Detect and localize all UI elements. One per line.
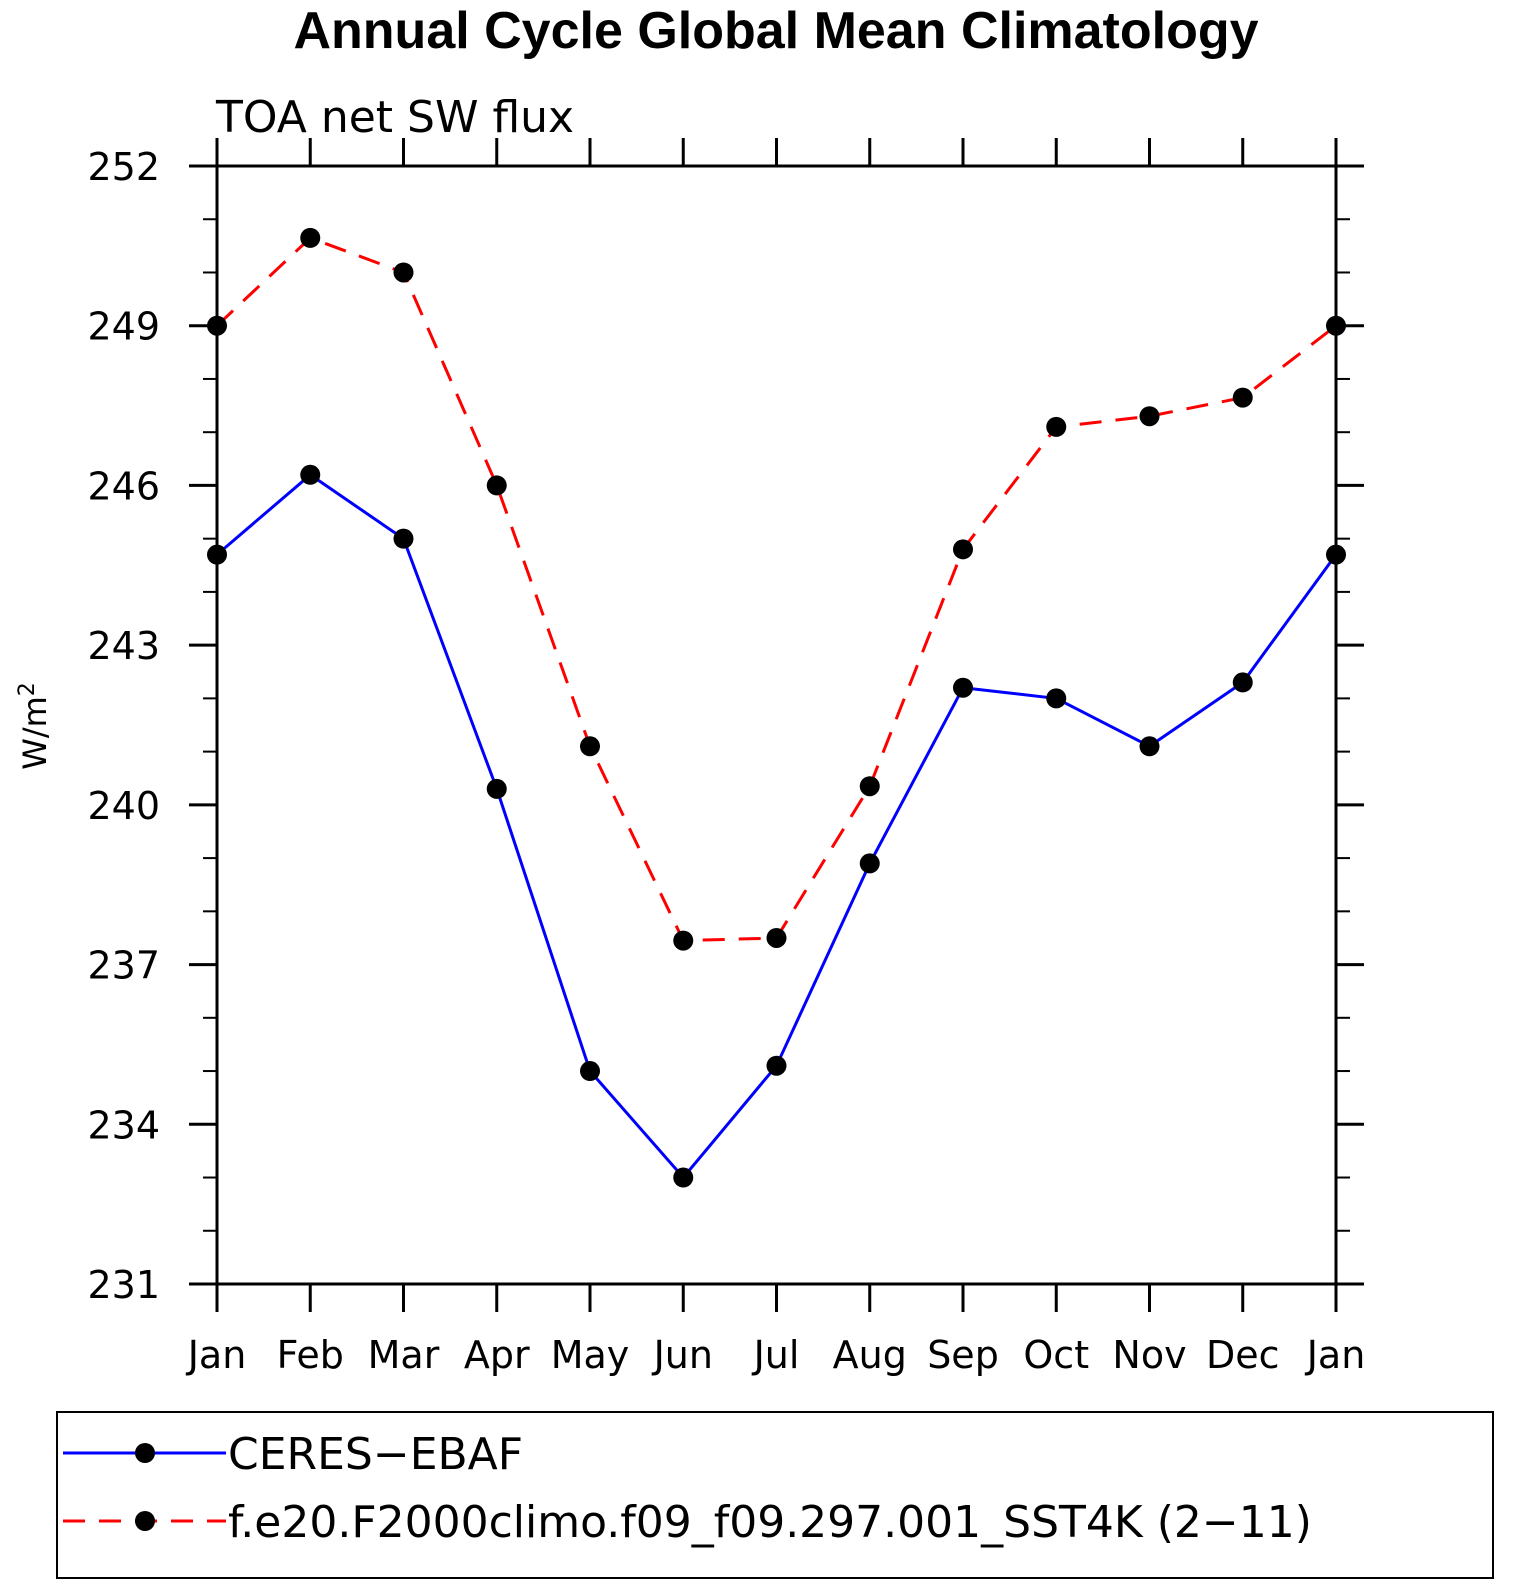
legend-marker	[135, 1511, 155, 1531]
x-tick-label: Aug	[833, 1333, 907, 1377]
data-point	[673, 930, 694, 951]
data-point	[766, 1055, 787, 1076]
series-layer	[207, 227, 1346, 1188]
x-tick-label: Jan	[1305, 1333, 1366, 1377]
y-tick-label: 252	[87, 145, 160, 189]
x-tick-label: Jun	[652, 1333, 713, 1377]
y-axis-label-superscript: 2	[15, 682, 40, 696]
data-point	[207, 544, 227, 565]
data-point	[953, 539, 973, 560]
y-tick-label: 234	[87, 1103, 160, 1147]
data-point	[580, 1061, 600, 1082]
data-point	[859, 853, 880, 874]
data-point	[207, 315, 227, 336]
data-point	[1046, 688, 1067, 709]
legend-marker	[135, 1443, 155, 1463]
chart-subtitle: TOA net SW flux	[215, 92, 574, 143]
y-tick-label: 231	[87, 1263, 160, 1307]
data-point	[1326, 315, 1346, 336]
series-line	[215, 236, 1337, 943]
x-tick-label: Apr	[464, 1333, 530, 1377]
data-point	[393, 262, 414, 283]
y-tick-label: 249	[87, 305, 160, 349]
data-point	[673, 1167, 694, 1188]
data-point	[300, 464, 321, 485]
y-tick-label: 237	[87, 944, 160, 988]
chart-title: Annual Cycle Global Mean Climatology	[293, 2, 1258, 60]
legend-label: CERES−EBAF	[228, 1429, 523, 1480]
data-point	[393, 528, 414, 549]
y-axis-label-main: W/m	[16, 696, 54, 770]
y-tick-label: 240	[87, 784, 160, 828]
data-point	[1139, 736, 1160, 757]
data-point	[486, 475, 507, 496]
data-point	[300, 227, 321, 248]
x-tick-label: Nov	[1112, 1333, 1186, 1377]
x-tick-label: Dec	[1206, 1333, 1280, 1377]
y-axis-label: W/m2	[15, 682, 54, 770]
legend-box	[56, 1411, 1494, 1579]
data-point	[1046, 416, 1067, 437]
legend-label: f.e20.F2000climo.f09_f09.297.001_SST4K (…	[228, 1497, 1312, 1548]
data-point	[859, 776, 880, 797]
y-tick-label: 246	[87, 464, 160, 508]
data-point	[1139, 406, 1160, 427]
x-tick-label: Jul	[752, 1333, 800, 1377]
x-tick-label: Jan	[186, 1333, 247, 1377]
x-tick-label: May	[551, 1333, 630, 1377]
plot-frame	[215, 164, 1338, 1286]
y-tick-label: 243	[87, 624, 160, 668]
data-point	[486, 778, 507, 799]
axes: Jan Feb Mar Apr May Jun Jul Aug Sep Oct Nov Dec Jan 2…	[87, 138, 1365, 1377]
data-point	[1326, 544, 1346, 565]
data-point	[766, 927, 787, 948]
data-point	[953, 677, 973, 698]
x-tick-label: Mar	[368, 1333, 440, 1377]
x-tick-label: Oct	[1023, 1333, 1089, 1377]
x-tick-label: Feb	[277, 1333, 344, 1377]
data-point	[580, 736, 600, 757]
data-point	[1232, 387, 1253, 408]
legend: CERES−EBAF f.e20.F2000climo.f09_f09.297.0…	[63, 1429, 1312, 1548]
x-tick-label: Sep	[927, 1333, 999, 1377]
data-point	[1232, 672, 1253, 693]
